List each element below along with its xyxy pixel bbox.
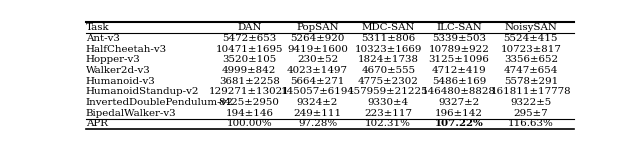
Text: 3520±105: 3520±105 bbox=[222, 55, 276, 65]
Text: 3356±652: 3356±652 bbox=[504, 55, 558, 65]
Text: 4775±2302: 4775±2302 bbox=[358, 77, 419, 86]
Text: 249±111: 249±111 bbox=[294, 109, 342, 118]
Text: 107.22%: 107.22% bbox=[435, 119, 483, 128]
Text: 10323±1669: 10323±1669 bbox=[355, 45, 422, 54]
Text: 5486±169: 5486±169 bbox=[432, 77, 486, 86]
Text: 9327±2: 9327±2 bbox=[438, 98, 479, 107]
Text: 100.00%: 100.00% bbox=[227, 119, 272, 128]
Text: Task: Task bbox=[86, 23, 109, 32]
Text: 9322±5: 9322±5 bbox=[510, 98, 552, 107]
Text: MDC-SAN: MDC-SAN bbox=[362, 23, 415, 32]
Text: BipedalWalker-v3: BipedalWalker-v3 bbox=[86, 109, 177, 118]
Text: 102.31%: 102.31% bbox=[365, 119, 412, 128]
Text: 157959±21225: 157959±21225 bbox=[348, 87, 429, 96]
Text: APR: APR bbox=[86, 119, 108, 128]
Text: 5311±806: 5311±806 bbox=[361, 34, 415, 43]
Text: DAN: DAN bbox=[237, 23, 262, 32]
Text: 5472±653: 5472±653 bbox=[222, 34, 276, 43]
Text: 196±142: 196±142 bbox=[435, 109, 483, 118]
Text: 145057±6194: 145057±6194 bbox=[280, 87, 355, 96]
Text: 1824±1738: 1824±1738 bbox=[358, 55, 419, 65]
Text: HumanoidStandup-v2: HumanoidStandup-v2 bbox=[86, 87, 200, 96]
Text: 9330±4: 9330±4 bbox=[368, 98, 409, 107]
Text: 4747±654: 4747±654 bbox=[504, 66, 558, 75]
Text: 5578±291: 5578±291 bbox=[504, 77, 558, 86]
Text: Walker2d-v3: Walker2d-v3 bbox=[86, 66, 150, 75]
Text: 10471±1695: 10471±1695 bbox=[216, 45, 283, 54]
Text: 5339±503: 5339±503 bbox=[432, 34, 486, 43]
Text: 194±146: 194±146 bbox=[225, 109, 273, 118]
Text: 146480±8828: 146480±8828 bbox=[422, 87, 496, 96]
Text: 223±117: 223±117 bbox=[364, 109, 412, 118]
Text: 161811±17778: 161811±17778 bbox=[490, 87, 571, 96]
Text: PopSAN: PopSAN bbox=[296, 23, 339, 32]
Text: 3125±1096: 3125±1096 bbox=[429, 55, 490, 65]
Text: 295±7: 295±7 bbox=[513, 109, 548, 118]
Text: NoisySAN: NoisySAN bbox=[504, 23, 557, 32]
Text: HalfCheetah-v3: HalfCheetah-v3 bbox=[86, 45, 167, 54]
Text: 230±52: 230±52 bbox=[297, 55, 338, 65]
Text: 10723±817: 10723±817 bbox=[500, 45, 561, 54]
Text: 129271±13021: 129271±13021 bbox=[209, 87, 290, 96]
Text: ILC-SAN: ILC-SAN bbox=[436, 23, 482, 32]
Text: 5524±415: 5524±415 bbox=[504, 34, 558, 43]
Text: 9324±2: 9324±2 bbox=[297, 98, 338, 107]
Text: 10789±922: 10789±922 bbox=[429, 45, 490, 54]
Text: Humanoid-v3: Humanoid-v3 bbox=[86, 77, 156, 86]
Text: 97.28%: 97.28% bbox=[298, 119, 337, 128]
Text: 4999±842: 4999±842 bbox=[222, 66, 276, 75]
Text: 116.63%: 116.63% bbox=[508, 119, 554, 128]
Text: 8425±2950: 8425±2950 bbox=[219, 98, 280, 107]
Text: 9419±1600: 9419±1600 bbox=[287, 45, 348, 54]
Text: 4712±419: 4712±419 bbox=[431, 66, 486, 75]
Text: 5264±920: 5264±920 bbox=[291, 34, 345, 43]
Text: Ant-v3: Ant-v3 bbox=[86, 34, 120, 43]
Text: InvertedDoublePendulum-v2: InvertedDoublePendulum-v2 bbox=[86, 98, 234, 107]
Text: 3681±2258: 3681±2258 bbox=[219, 77, 280, 86]
Text: 4670±555: 4670±555 bbox=[361, 66, 415, 75]
Text: 5664±271: 5664±271 bbox=[291, 77, 345, 86]
Text: Hopper-v3: Hopper-v3 bbox=[86, 55, 141, 65]
Text: 4023±1497: 4023±1497 bbox=[287, 66, 348, 75]
